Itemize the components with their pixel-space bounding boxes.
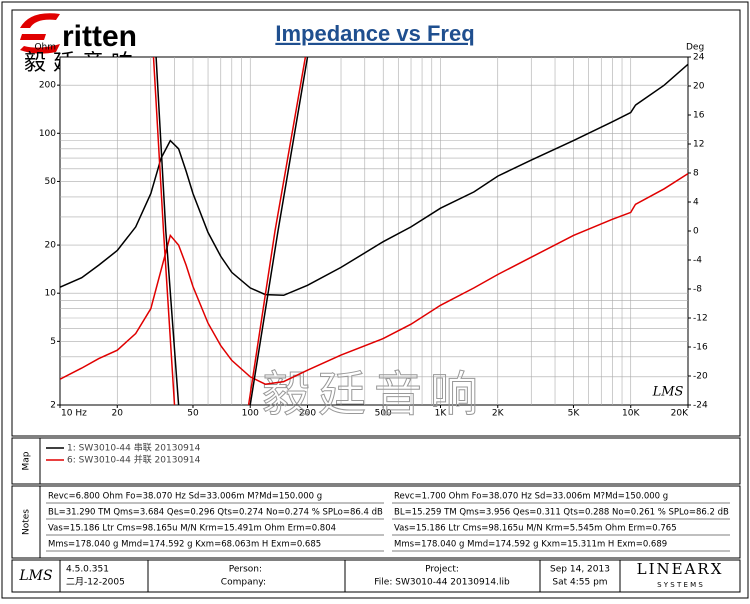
plot-lines [60,57,688,405]
notes-panel [11,485,741,559]
y2-tick-label: 12 [693,140,704,150]
y-tick-label: 5 [50,337,56,347]
time: Sat 4:55 pm [552,578,607,588]
x-tick-label: 20 [112,409,124,419]
y2-tick-label: -4 [693,256,702,266]
footer-logo: LMS [18,568,52,584]
y2-tick-label: -12 [693,314,708,324]
file: File: SW3010-44 20130914.lib [374,578,510,588]
chart-title: Impedance vs Freq [275,21,474,46]
y-tick-label: 20 [45,241,57,251]
plot-logo: LMS [652,385,684,400]
logo-text: ritten [62,20,137,53]
footer-dividers [59,560,621,592]
note-line: Mms=178.040 g Mmd=174.592 g Kxm=68.063m … [48,540,321,550]
y-tick-label: 10 [45,289,57,299]
note-line: BL=31.290 TM Qms=3.684 Qes=0.296 Qts=0.2… [48,508,383,518]
watermark: 毅廷音响 [262,367,486,423]
y2-tick-label: -24 [693,401,708,411]
map-label: Map [22,451,32,470]
brand: LINEARX [637,560,724,578]
series-line [152,57,307,405]
note-line: Vas=15.186 Ltr Cms=98.165u M/N Krm=15.49… [48,524,336,534]
x-tick-label: 20K [671,409,689,419]
y2-tick-label: -20 [693,372,708,382]
note-line: BL=15.259 TM Qms=3.956 Qes=0.311 Qts=0.2… [394,508,729,518]
legend-entry: 6: SW3010-44 并联 20130914 [67,454,201,466]
x-tick-label: 10K [622,409,640,419]
person: Person: [229,565,262,575]
y2-tick-label: 24 [693,53,705,63]
notes-label: Notes [22,509,32,535]
note-line: Mms=178.040 g Mmd=174.592 g Kxm=15.311m … [394,540,667,550]
y2-tick-label: -16 [693,343,708,353]
plot-area [59,56,689,406]
x-tick-label: 1K [435,409,448,419]
series-line [60,172,688,385]
note-line: Vas=15.186 Ltr Cms=98.165u M/N Krm=5.545… [394,524,677,534]
x-tick-label: 500 [375,409,392,419]
date: Sep 14, 2013 [550,565,610,575]
y2-tick-label: 8 [693,169,699,179]
x-tick-label: 100 [242,409,259,419]
project: Project: [425,565,459,575]
y-tick-label: 2 [50,401,56,411]
x-tick-label: 2K [492,409,505,419]
brand-sub: S Y S T E M S [657,581,703,589]
footer-panel [11,559,741,593]
y-tick-label: 50 [45,177,57,187]
y-tick-label: 100 [39,129,56,139]
version: 4.5.0.351 [66,565,109,575]
y-axis-label: Ohm [34,43,56,53]
y2-tick-label: 20 [693,82,705,92]
y2-axis-label: Deg [686,43,704,53]
y2-tick-label: 0 [693,227,699,237]
map-panel [11,437,741,485]
y2-tick-label: 16 [693,111,705,121]
y2-tick-label: -8 [693,285,702,295]
y2-tick-label: 4 [693,198,699,208]
note-line: Revc=1.700 Ohm Fo=38.070 Hz Sd=33.006m M… [394,492,668,502]
y-tick-label: 200 [39,81,56,91]
x-tick-label: 200 [299,409,316,419]
series-line [155,57,309,405]
company: Company: [221,578,266,588]
legend-entry: 1: SW3010-44 串联 20130914 [67,443,201,454]
x-tick-label: 50 [187,409,199,419]
x-tick-label: 10 Hz [61,409,87,419]
x-tick-label: 5K [568,409,581,419]
build-date: 二月-12-2005 [66,577,125,588]
logo-mark [20,13,60,54]
note-line: Revc=6.800 Ohm Fo=38.070 Hz Sd=33.006m M… [48,492,322,502]
